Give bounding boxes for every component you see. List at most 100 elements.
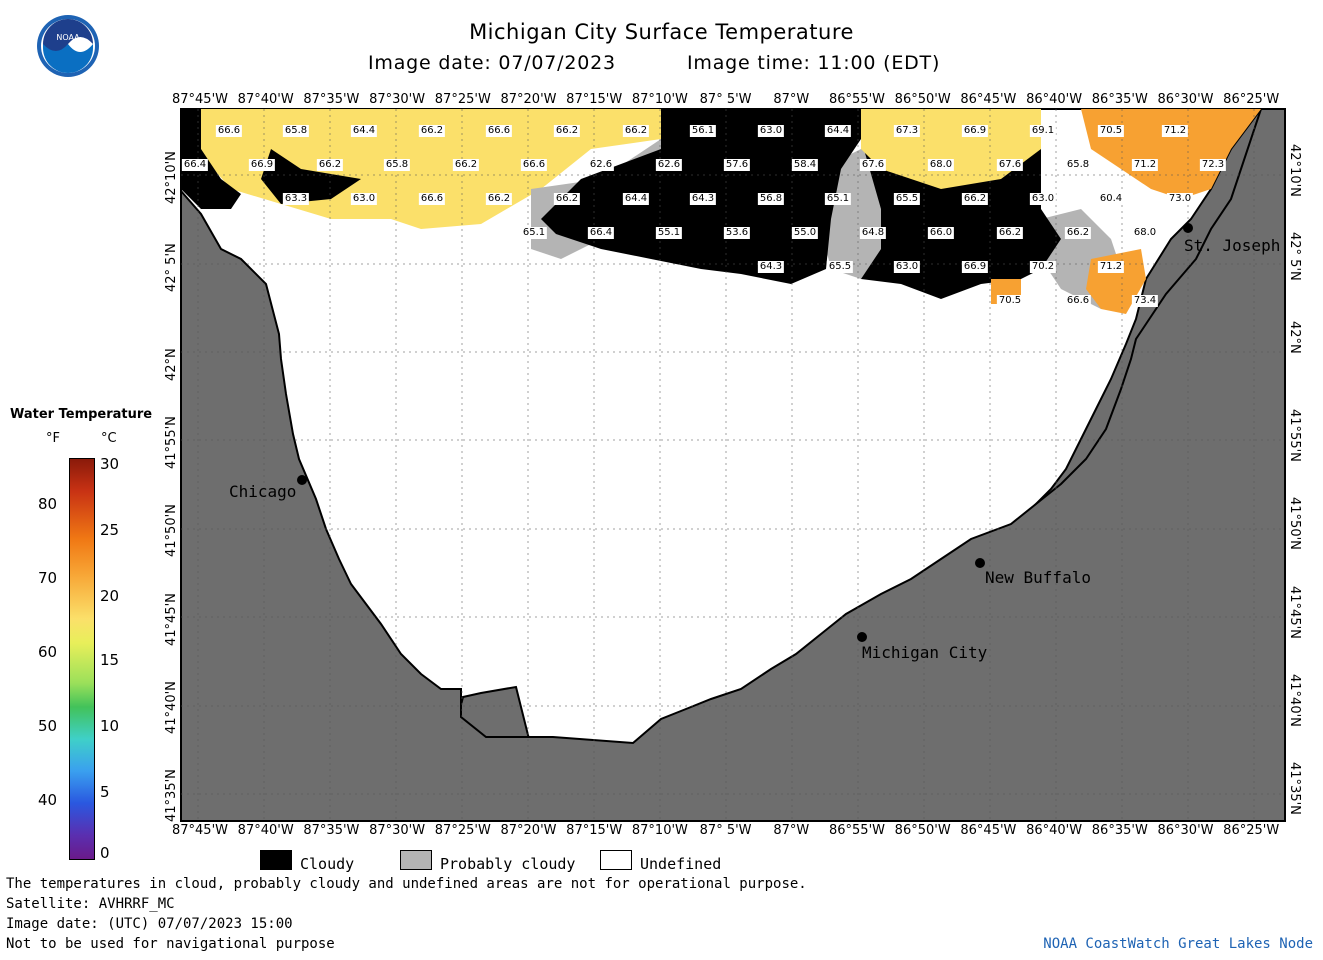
temperature-value-label: 66.6 [520, 159, 548, 171]
lat-label-right: 41°35'N [1287, 762, 1302, 815]
legend-c-tick: 20 [100, 587, 120, 605]
temperature-value-label: 70.2 [1029, 261, 1057, 273]
temperature-value-label: 63.0 [757, 125, 785, 137]
city-label-chicago: Chicago [229, 482, 297, 501]
lat-label-left: 42°N [164, 347, 179, 381]
lat-label-left: 42°10'N [164, 151, 179, 204]
legend-c-tick: 30 [100, 455, 120, 473]
temperature-value-label: 66.0 [927, 227, 955, 239]
temperature-value-label: 66.6 [418, 193, 446, 205]
temperature-value-label: 66.6 [485, 125, 513, 137]
temperature-value-label: 66.2 [996, 227, 1024, 239]
temperature-value-label: 66.9 [961, 125, 989, 137]
legend-c-tick: 0 [100, 844, 110, 862]
temperature-value-label: 58.4 [791, 159, 819, 171]
temperature-value-label: 64.3 [757, 261, 785, 273]
temperature-value-label: 66.6 [1064, 295, 1092, 307]
lon-label-top: 87°20'W [500, 92, 557, 107]
temperature-value-label: 62.6 [587, 159, 615, 171]
lat-label-right: 42°N [1287, 320, 1302, 354]
lon-label-bottom: 86°50'W [894, 823, 951, 838]
temperature-value-label: 65.1 [824, 193, 852, 205]
temperature-value-label: 66.4 [587, 227, 615, 239]
lon-label-top: 87°35'W [303, 92, 360, 107]
lon-label-top: 86°45'W [960, 92, 1017, 107]
key-undefined-swatch [600, 850, 632, 870]
temperature-value-label: 65.8 [1064, 159, 1092, 171]
temperature-value-label: 67.6 [996, 159, 1024, 171]
temperature-value-label: 64.4 [824, 125, 852, 137]
key-cloudy-swatch [260, 850, 292, 870]
temperature-value-label: 66.9 [961, 261, 989, 273]
page-title: Michigan City Surface Temperature [469, 20, 854, 44]
new-buffalo-marker [975, 558, 985, 568]
temperature-value-label: 66.2 [485, 193, 513, 205]
lon-label-bottom: 87°15'W [566, 823, 623, 838]
temperature-value-label: 66.2 [418, 125, 446, 137]
lat-label-right: 41°45'N [1287, 585, 1302, 639]
footer-disclaimer: The temperatures in cloud, probably clou… [6, 876, 807, 892]
temperature-value-label: 73.0 [1166, 193, 1194, 205]
lat-label-right: 42°10'N [1287, 144, 1302, 197]
temperature-value-label: 63.3 [282, 193, 310, 205]
lon-label-bottom: 86°55'W [828, 823, 886, 838]
lon-label-top: 86°50'W [894, 92, 951, 107]
lat-label-left: 41°50'N [164, 504, 179, 558]
lon-label-bottom: 87°20'W [500, 823, 557, 838]
temperature-value-label: 55.1 [655, 227, 683, 239]
lon-label-top: 87°10'W [631, 92, 688, 107]
legend-unit-c: °C [101, 431, 117, 446]
legend-f-tick: 70 [38, 569, 58, 587]
legend-f-tick: 80 [38, 495, 58, 513]
temperature-value-label: 65.1 [520, 227, 548, 239]
temperature-value-label: 71.2 [1161, 125, 1189, 137]
temperature-value-label: 63.0 [350, 193, 378, 205]
city-label-michigan-city: Michigan City [862, 643, 988, 662]
temperature-value-label: 64.4 [622, 193, 650, 205]
temperature-value-label: 64.4 [350, 125, 378, 137]
temperature-value-label: 69.1 [1029, 125, 1057, 137]
legend-c-tick: 10 [100, 717, 120, 735]
st-joseph-marker [1183, 223, 1193, 233]
lat-label-left: 41°45'N [164, 592, 179, 646]
temperature-value-label: 71.2 [1097, 261, 1125, 273]
temperature-value-label: 66.6 [215, 125, 243, 137]
lon-label-bottom: 86°25'W [1223, 823, 1280, 838]
temperature-value-label: 66.2 [553, 125, 581, 137]
temperature-value-label: 63.0 [893, 261, 921, 273]
temperature-value-label: 66.9 [248, 159, 276, 171]
temperature-value-label: 73.4 [1131, 295, 1159, 307]
lon-label-top: 87° 5'W [699, 92, 752, 107]
lon-label-bottom: 87°40'W [237, 823, 294, 838]
lon-label-top: 87°30'W [369, 92, 426, 107]
temperature-value-label: 66.2 [553, 193, 581, 205]
lat-label-left: 42° 5'N [164, 243, 179, 293]
temperature-value-label: 55.0 [791, 227, 819, 239]
lon-label-top: 87°25'W [434, 92, 491, 107]
legend-f-tick: 50 [38, 717, 58, 735]
lon-label-top: 87°15'W [566, 92, 623, 107]
city-label-st-joseph: St. Joseph [1184, 236, 1281, 255]
legend-c-tick: 25 [100, 521, 120, 539]
temperature-value-label: 67.6 [859, 159, 887, 171]
lon-label-bottom: 86°45'W [960, 823, 1017, 838]
temperature-value-label: 66.2 [452, 159, 480, 171]
temperature-value-label: 66.2 [961, 193, 989, 205]
key-probably-cloudy-swatch [400, 850, 432, 870]
legend-title: Water Temperature [10, 407, 153, 422]
lon-label-bottom: 87°45'W [171, 823, 229, 838]
temperature-value-label: 70.5 [1097, 125, 1125, 137]
temperature-value-label: 64.8 [859, 227, 887, 239]
temperature-value-label: 56.1 [689, 125, 717, 137]
temperature-value-label: 65.8 [383, 159, 411, 171]
legend-c-tick: 15 [100, 651, 120, 669]
temperature-value-label: 66.2 [622, 125, 650, 137]
key-probably-cloudy-label: Probably cloudy [440, 855, 576, 873]
temperature-value-label: 72.3 [1199, 159, 1227, 171]
lon-label-bottom: 87°10'W [631, 823, 688, 838]
lat-label-right: 41°55'N [1287, 408, 1302, 462]
lat-label-left: 41°55'N [164, 416, 179, 469]
temperature-value-label: 60.4 [1097, 193, 1125, 205]
lon-label-top: 86°30'W [1157, 92, 1214, 107]
lon-label-bottom: 87°25'W [434, 823, 491, 838]
